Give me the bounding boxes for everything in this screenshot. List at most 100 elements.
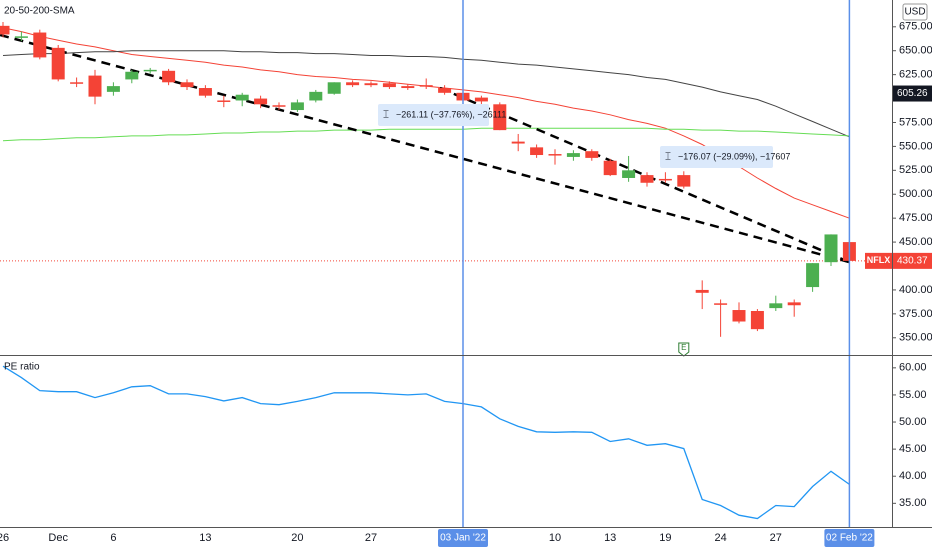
crosshair-date-tag: [438, 529, 488, 547]
candle-body: [806, 263, 820, 288]
measure-box: [660, 146, 773, 168]
pe-title: PE ratio: [4, 362, 40, 373]
candle-body: [769, 303, 783, 309]
crosshair-price-tag: [893, 85, 932, 102]
y-tick-label: 60.00: [899, 362, 927, 374]
candle-body: [70, 82, 84, 84]
y-tick-label: 50.00: [899, 416, 927, 428]
candle-body: [824, 234, 838, 263]
candle-body: [0, 25, 10, 35]
earnings-marker: [678, 342, 690, 357]
measure-label: −176.07 (−29.09%), −17607: [678, 151, 790, 161]
y-tick-label: 675.00: [899, 21, 932, 33]
y-tick-label: 375.00: [899, 308, 932, 320]
candle-body: [106, 86, 120, 92]
candle-body: [143, 69, 157, 72]
sma-line: [2, 127, 850, 142]
candle-body: [511, 141, 525, 144]
candle-body: [346, 82, 360, 86]
x-tick-label: 26: [0, 532, 9, 544]
candle-body: [364, 83, 378, 86]
x-tick-label: 6: [110, 532, 116, 544]
crosshair-date-tag: [824, 529, 875, 547]
y-tick-label: 550.00: [899, 140, 932, 152]
candle-body: [235, 94, 249, 101]
earnings-label: E: [681, 343, 686, 352]
x-tick-label: 24: [714, 532, 726, 544]
candle-body: [401, 86, 415, 89]
candle-body: [640, 175, 654, 183]
candle-body: [217, 100, 231, 102]
candle-body: [493, 104, 507, 131]
y-tick-label: 575.00: [899, 116, 932, 128]
candle-body: [732, 310, 746, 322]
candle-body: [566, 153, 580, 157]
candle-body: [88, 75, 102, 97]
x-tick-label: 20: [291, 532, 303, 544]
candle-body: [14, 36, 28, 38]
pe-pane: [2, 365, 850, 520]
y-tick-label: 400.00: [899, 284, 932, 296]
measure-label: −261.11 (−37.76%), −26111: [396, 109, 506, 119]
candle-body: [162, 70, 176, 83]
price-pane: [0, 22, 892, 337]
candle-body: [272, 105, 286, 107]
measure-box: [378, 104, 489, 126]
symbol-label: NFLX: [867, 255, 891, 265]
measure-icon: ⌶: [383, 110, 389, 121]
candle-body: [51, 47, 65, 80]
candle-body: [585, 151, 599, 158]
candle-body: [382, 83, 396, 88]
y-tick-label: 650.00: [899, 45, 932, 57]
crosshair-price: 605.26: [897, 88, 928, 99]
y-tick-label: 500.00: [899, 188, 932, 200]
candle-body: [622, 170, 636, 178]
y-tick-label: 40.00: [899, 470, 927, 482]
candle-body: [125, 71, 139, 80]
candle-body: [290, 102, 304, 111]
indicator-title: 20-50-200-SMA: [4, 6, 75, 17]
x-tick-label: Dec: [48, 532, 68, 544]
candle-body: [787, 302, 801, 306]
sma-line: [2, 50, 850, 138]
candle-body: [309, 91, 323, 101]
candle-body: [714, 303, 728, 305]
candle-body: [548, 154, 562, 156]
x-tick-label: 27: [770, 532, 782, 544]
y-tick-label: 475.00: [899, 212, 932, 224]
pe-line: [2, 365, 850, 520]
candle-body: [677, 175, 691, 187]
crosshair-date: 03 Jan '22: [440, 533, 486, 544]
candle-body: [658, 178, 672, 181]
y-tick-label: 35.00: [899, 497, 927, 509]
candle-body: [603, 160, 617, 176]
candle-body: [327, 82, 341, 94]
last-price: 430.37: [897, 256, 928, 267]
last-price-tag: [893, 252, 932, 269]
x-tick-label: 13: [604, 532, 616, 544]
candle-body: [198, 88, 212, 96]
y-tick-label: 55.00: [899, 389, 927, 401]
crosshair-date: 02 Feb '22: [826, 533, 873, 544]
x-tick-label: 27: [365, 532, 377, 544]
y-tick-label: 625.00: [899, 69, 932, 81]
candle-body: [438, 88, 452, 93]
y-tick-label: 450.00: [899, 236, 932, 248]
y-tick-label: 525.00: [899, 164, 932, 176]
x-tick-label: 19: [659, 532, 671, 544]
measure-icon: ⌶: [665, 152, 671, 163]
candle-body: [530, 147, 544, 156]
x-tick-label: 13: [199, 532, 211, 544]
currency: USD: [904, 7, 925, 18]
candle-body: [750, 310, 764, 330]
y-tick-label: 350.00: [899, 332, 932, 344]
candle-body: [254, 98, 268, 105]
symbol-tag: [865, 252, 892, 269]
candle-body: [419, 85, 433, 87]
candle-body: [33, 32, 47, 58]
candle-body: [474, 97, 488, 102]
currency-box[interactable]: [902, 3, 928, 21]
y-tick-label: 45.00: [899, 443, 927, 455]
